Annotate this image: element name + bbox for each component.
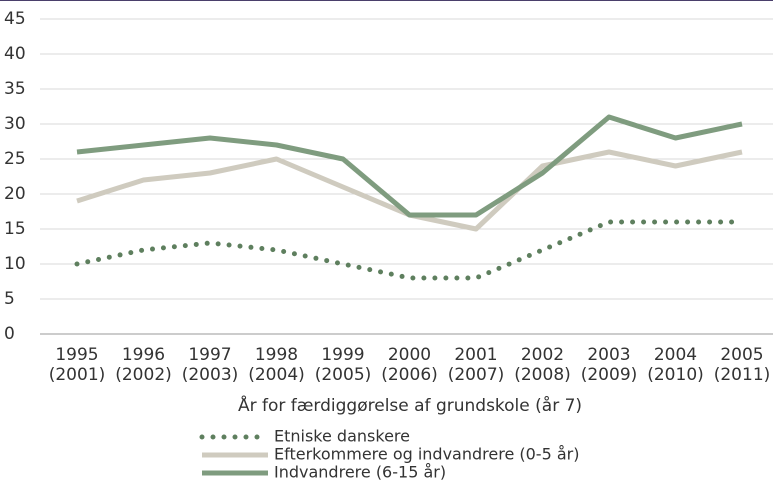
y-tick-label: 0 — [4, 324, 15, 344]
series-line — [76, 114, 743, 218]
x-tick-label: 1997 (2003) — [181, 345, 239, 385]
x-tick-label: 1999 (2005) — [314, 345, 372, 385]
legend-label: Etniske danskere — [274, 427, 410, 446]
legend-label: Efterkommere og indvandrere (0-5 år) — [274, 445, 579, 464]
x-tick-label: 2000 (2006) — [381, 345, 438, 385]
y-tick-label: 35 — [4, 79, 26, 99]
y-tick-label: 20 — [4, 184, 26, 204]
y-tick-label: 10 — [4, 254, 26, 274]
series-line — [74, 219, 745, 281]
x-tick-label: 2005 (2011) — [713, 345, 771, 385]
y-tick-label: 40 — [4, 44, 26, 64]
x-tick-label: 2004 (2010) — [647, 345, 704, 385]
x-tick-label: 1995 (2001) — [48, 345, 106, 385]
x-tick-label: 1998 (2004) — [248, 345, 305, 385]
y-tick-label: 15 — [4, 219, 26, 239]
y-tick-label: 25 — [4, 149, 26, 169]
x-tick-label: 2002 (2008) — [514, 345, 571, 385]
y-tick-label: 30 — [4, 114, 26, 134]
x-tick-label: 1996 (2002) — [115, 345, 172, 385]
x-tick-label: 2001 (2007) — [447, 345, 505, 385]
y-tick-label: 5 — [4, 289, 15, 309]
x-axis-label: År for færdiggørelse af grundskole (år 7… — [238, 394, 582, 416]
x-tick-label: 2003 (2009) — [580, 345, 638, 385]
legend-label: Indvandrere (6-15 år) — [274, 463, 446, 482]
y-tick-label: 45 — [4, 9, 26, 29]
